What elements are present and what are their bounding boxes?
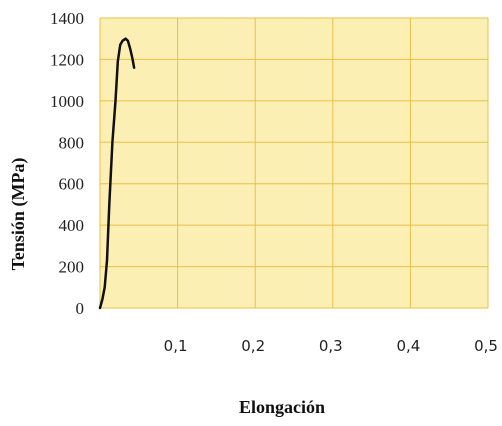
- x-axis-title: Elongación: [239, 397, 325, 417]
- stress-curve-line: [98, 37, 136, 310]
- x-tick-label: 0,5: [474, 337, 498, 355]
- y-tick-label: 200: [59, 258, 85, 277]
- y-tick-label: 800: [59, 133, 85, 152]
- x-tick-label: 0,1: [164, 337, 188, 355]
- y-tick-label: 1000: [50, 92, 84, 111]
- x-tick-labels: 0,1 0,2 0,3 0,4 0,5: [164, 337, 498, 355]
- plot-area: [100, 18, 488, 308]
- horizontal-gridlines: [100, 17, 488, 309]
- y-tick-labels: 0 200 400 600 800 1000 1200 1400: [50, 9, 84, 318]
- y-tick-label: 1200: [50, 50, 84, 69]
- y-tick-label: 1400: [50, 9, 84, 28]
- y-tick-label: 0: [76, 299, 85, 318]
- y-tick-label: 600: [59, 175, 85, 194]
- x-tick-label: 0,2: [241, 337, 265, 355]
- vertical-gridlines: [99, 18, 489, 308]
- y-tick-label: 400: [59, 216, 85, 235]
- x-tick-label: 0,4: [396, 337, 420, 355]
- y-axis-title: Tensión (MPa): [8, 158, 29, 271]
- x-tick-label: 0,3: [319, 337, 343, 355]
